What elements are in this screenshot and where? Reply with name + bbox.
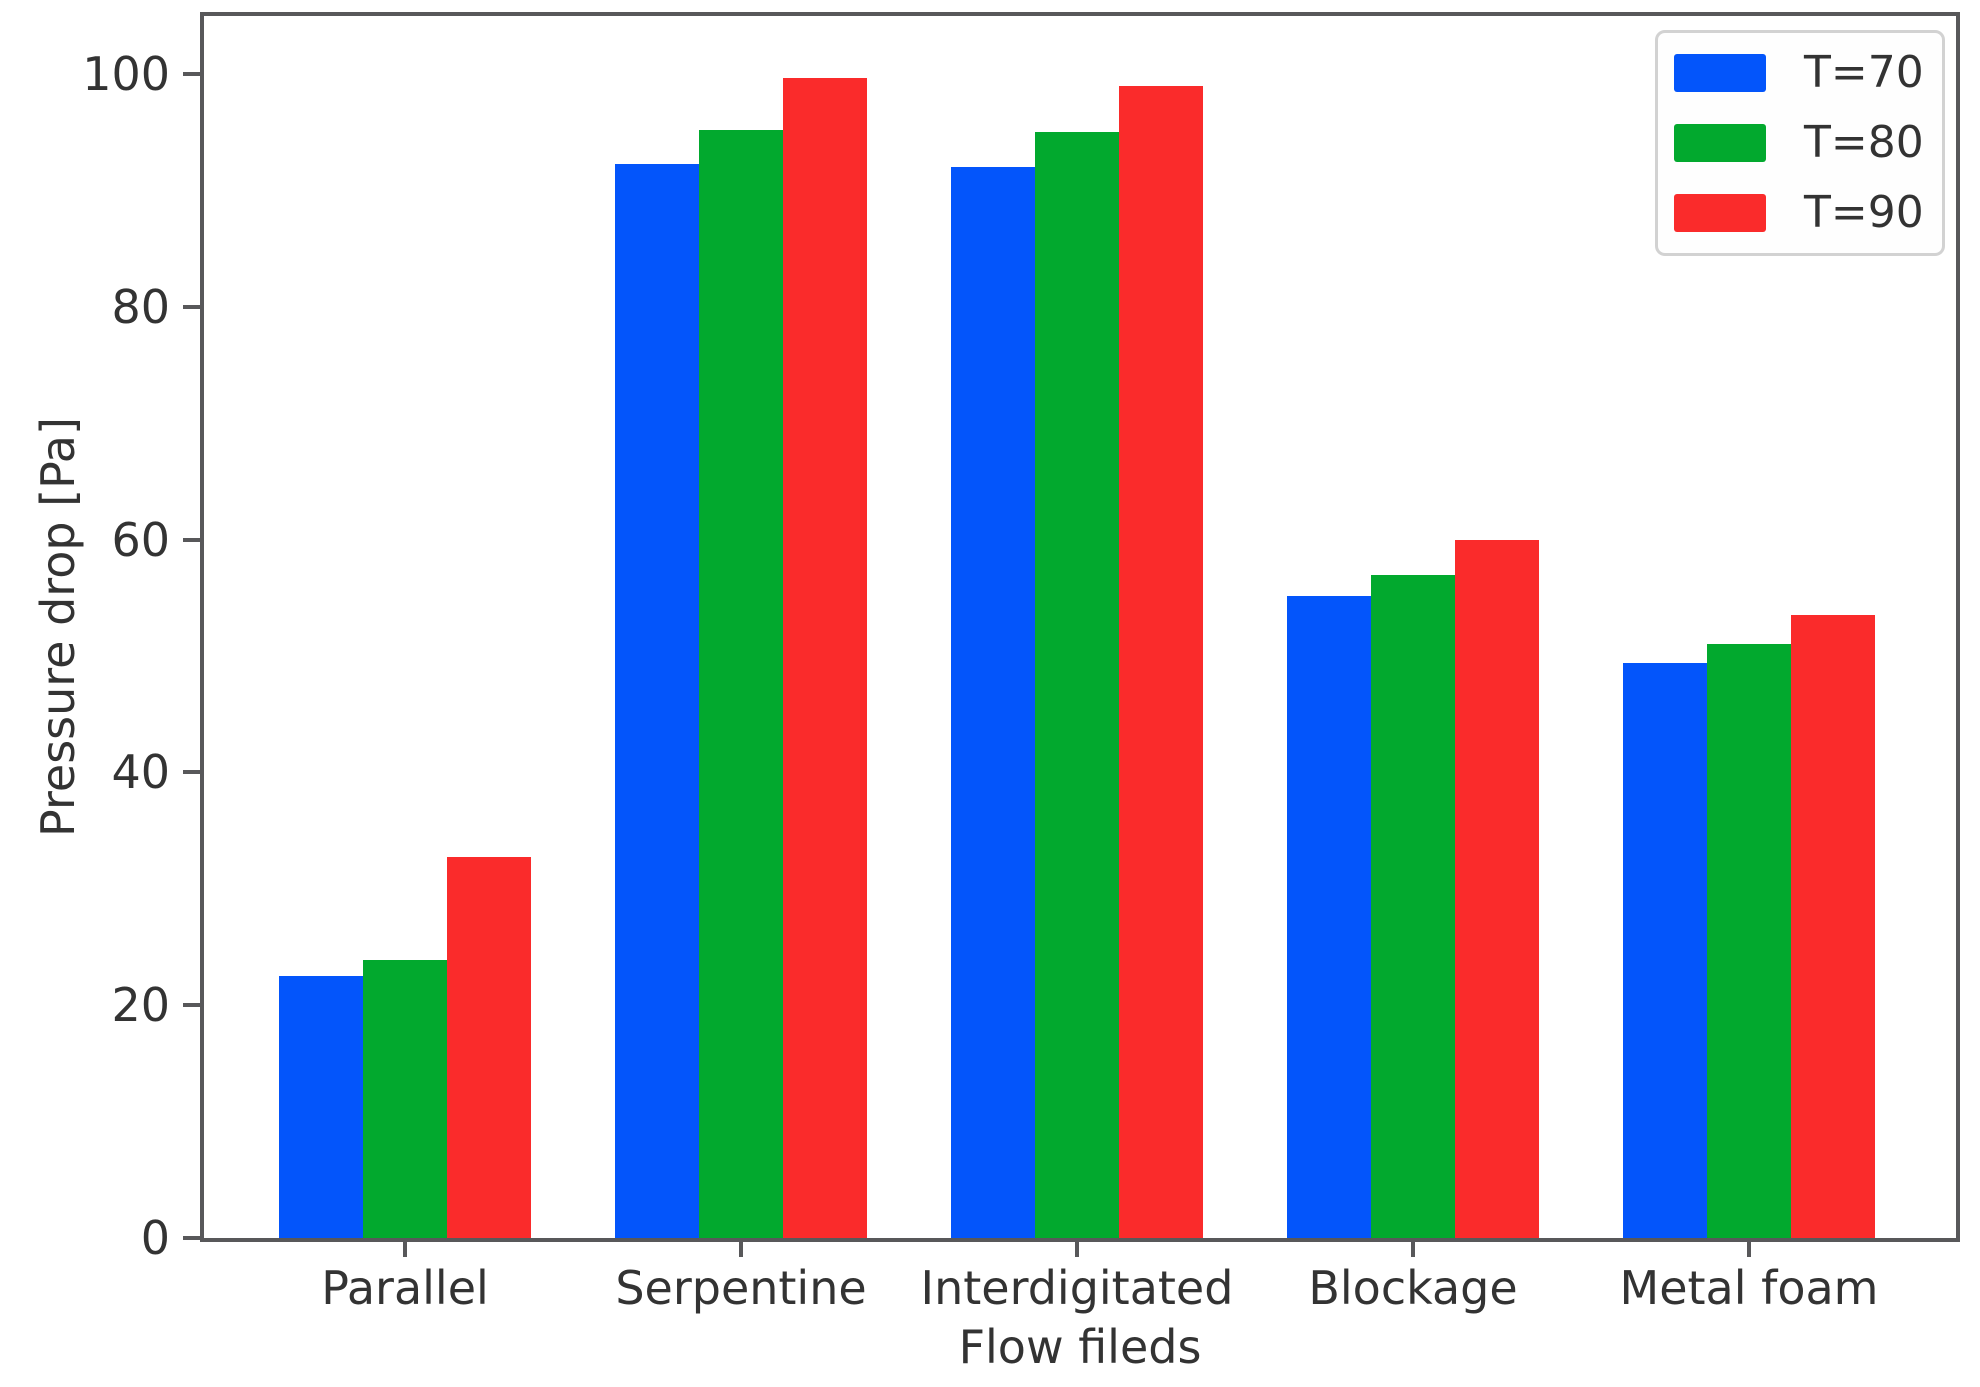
bar-blockage-t-90 [1455,540,1539,1238]
bar-metal-foam-t-80 [1707,644,1791,1238]
bar-serpentine-t-90 [783,78,867,1238]
bar-parallel-t-80 [363,960,447,1238]
y-tick-mark-20 [183,1003,200,1007]
x-tick-mark-serpentine [739,1242,743,1257]
x-tick-mark-parallel [403,1242,407,1257]
y-tick-label-20: 20 [111,978,170,1032]
y-axis-title: Pressure drop [Pa] [31,417,85,837]
bar-blockage-t-70 [1287,596,1371,1238]
bar-interdigitated-t-90 [1119,86,1203,1238]
x-tick-label-serpentine: Serpentine [615,1261,867,1315]
x-tick-mark-metal-foam [1747,1242,1751,1257]
x-tick-label-blockage: Blockage [1308,1261,1518,1315]
legend-item-t-90: T=90 [1674,187,1926,239]
y-tick-mark-0 [183,1236,200,1240]
bar-blockage-t-80 [1371,575,1455,1238]
y-tick-mark-40 [183,770,200,774]
x-tick-label-parallel: Parallel [321,1261,489,1315]
x-tick-label-interdigitated: Interdigitated [920,1261,1234,1315]
y-tick-mark-80 [183,305,200,309]
y-tick-mark-100 [183,72,200,76]
y-tick-label-0: 0 [140,1211,170,1265]
y-tick-label-40: 40 [111,745,170,799]
x-tick-label-metal-foam: Metal foam [1619,1261,1879,1315]
bar-metal-foam-t-70 [1623,663,1707,1238]
legend-swatch-t-90 [1674,194,1766,232]
bar-parallel-t-70 [279,976,363,1238]
legend-label-t-80: T=80 [1804,117,1924,168]
legend-item-t-70: T=70 [1674,47,1926,99]
legend-label-t-70: T=70 [1804,47,1924,98]
x-tick-mark-interdigitated [1075,1242,1079,1257]
legend: T=70 T=80 T=90 [1655,30,1945,256]
x-tick-mark-blockage [1411,1242,1415,1257]
x-axis-title: Flow fileds [958,1320,1202,1374]
bar-interdigitated-t-80 [1035,132,1119,1238]
y-tick-label-100: 100 [82,47,170,101]
bar-interdigitated-t-70 [951,167,1035,1238]
legend-label-t-90: T=90 [1804,187,1924,238]
y-tick-label-80: 80 [111,280,170,334]
y-tick-label-60: 60 [111,513,170,567]
bar-parallel-t-90 [447,857,531,1238]
bar-metal-foam-t-90 [1791,615,1875,1238]
legend-item-t-80: T=80 [1674,117,1926,169]
bar-serpentine-t-80 [699,130,783,1238]
legend-swatch-t-80 [1674,124,1766,162]
legend-swatch-t-70 [1674,54,1766,92]
y-tick-mark-60 [183,538,200,542]
bar-serpentine-t-70 [615,164,699,1238]
